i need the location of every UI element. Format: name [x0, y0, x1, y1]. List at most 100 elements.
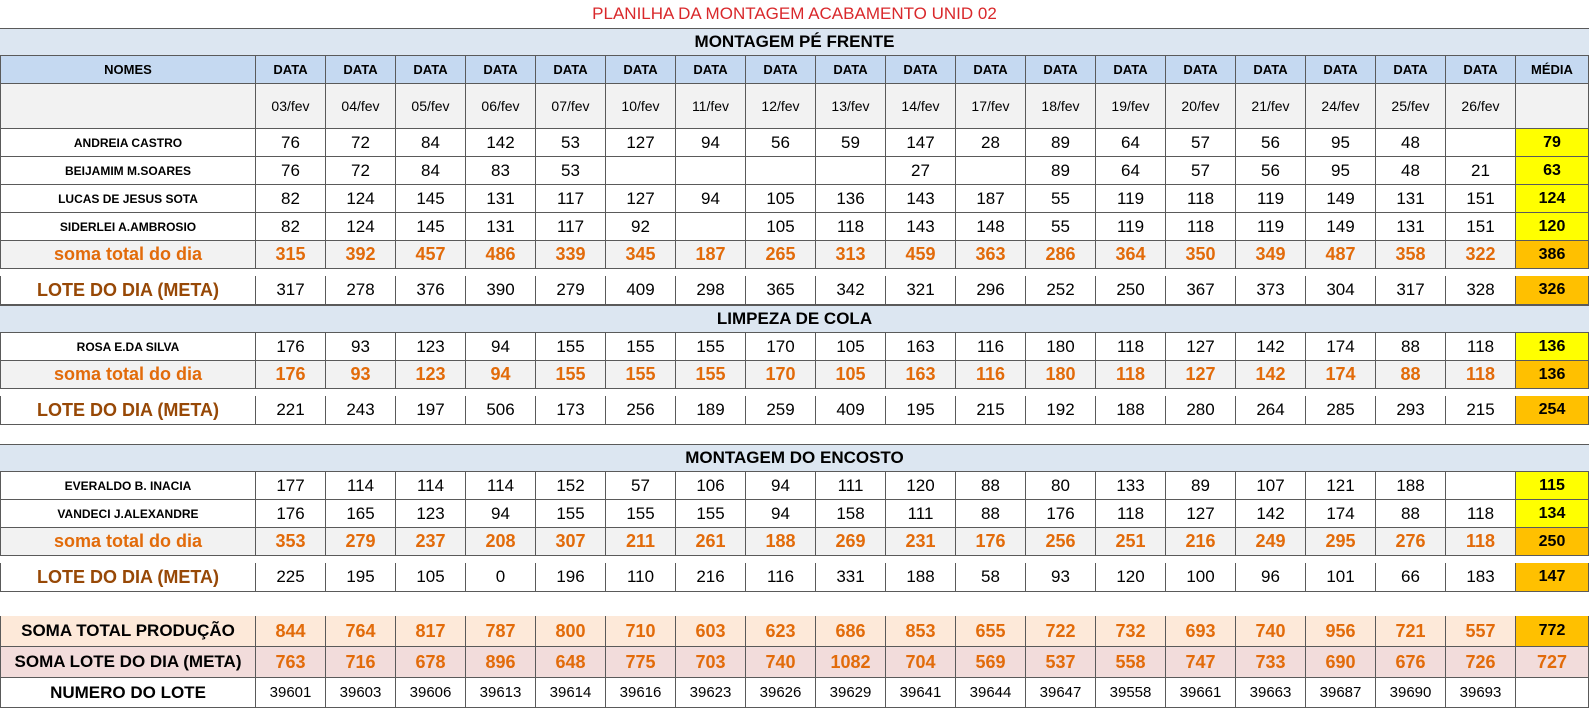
value-cell[interactable]: 127	[606, 185, 676, 213]
value-cell[interactable]: 56	[1236, 157, 1306, 185]
value-cell[interactable]: 127	[1166, 333, 1236, 361]
value-cell[interactable]: 147	[886, 129, 956, 157]
value-cell[interactable]: 142	[466, 129, 536, 157]
value-cell[interactable]: 48	[1376, 157, 1446, 185]
value-cell[interactable]: 80	[1026, 472, 1096, 500]
value-cell[interactable]: 152	[536, 472, 606, 500]
value-cell[interactable]: 148	[956, 213, 1026, 241]
value-cell[interactable]: 119	[1096, 185, 1166, 213]
value-cell[interactable]: 72	[326, 157, 396, 185]
value-cell[interactable]: 55	[1026, 213, 1096, 241]
value-cell[interactable]: 506	[466, 396, 536, 425]
value-cell[interactable]: 89	[1026, 157, 1096, 185]
value-cell[interactable]: 188	[886, 563, 956, 592]
media-cell[interactable]: 254	[1516, 396, 1589, 425]
value-cell[interactable]: 176	[956, 528, 1026, 556]
value-cell[interactable]: 250	[1096, 276, 1166, 305]
value-cell[interactable]: 763	[256, 647, 326, 678]
value-cell[interactable]: 39623	[676, 678, 746, 708]
value-cell[interactable]: 39690	[1376, 678, 1446, 708]
value-cell[interactable]: 124	[326, 213, 396, 241]
value-cell[interactable]: 39616	[606, 678, 676, 708]
value-cell[interactable]: 118	[1096, 500, 1166, 528]
value-cell[interactable]: 48	[1376, 129, 1446, 157]
value-cell[interactable]: 280	[1166, 396, 1236, 425]
media-cell[interactable]: 326	[1516, 276, 1589, 305]
value-cell[interactable]: 88	[1376, 361, 1446, 389]
value-cell[interactable]: 118	[1446, 333, 1516, 361]
value-cell[interactable]: 56	[1236, 129, 1306, 157]
value-cell[interactable]: 119	[1096, 213, 1166, 241]
value-cell[interactable]: 208	[466, 528, 536, 556]
value-cell[interactable]: 72	[326, 129, 396, 157]
value-cell[interactable]: 27	[886, 157, 956, 185]
value-cell[interactable]: 118	[1096, 361, 1166, 389]
value-cell[interactable]: 155	[536, 333, 606, 361]
value-cell[interactable]: 486	[466, 241, 536, 269]
value-cell[interactable]: 269	[816, 528, 886, 556]
value-cell[interactable]: 149	[1306, 213, 1376, 241]
media-cell[interactable]: 147	[1516, 563, 1589, 592]
value-cell[interactable]: 88	[956, 472, 1026, 500]
value-cell[interactable]: 216	[676, 563, 746, 592]
value-cell[interactable]: 221	[256, 396, 326, 425]
value-cell[interactable]: 557	[1446, 616, 1516, 647]
value-cell[interactable]: 57	[606, 472, 676, 500]
value-cell[interactable]: 215	[956, 396, 1026, 425]
value-cell[interactable]: 94	[746, 472, 816, 500]
value-cell[interactable]: 76	[256, 157, 326, 185]
value-cell[interactable]: 155	[606, 333, 676, 361]
value-cell[interactable]: 256	[1026, 528, 1096, 556]
value-cell[interactable]: 94	[676, 185, 746, 213]
value-cell[interactable]: 121	[1306, 472, 1376, 500]
value-cell[interactable]: 119	[1236, 185, 1306, 213]
value-cell[interactable]: 39558	[1096, 678, 1166, 708]
value-cell[interactable]: 105	[816, 333, 886, 361]
value-cell[interactable]: 96	[1236, 563, 1306, 592]
value-cell[interactable]: 342	[816, 276, 886, 305]
value-cell[interactable]: 101	[1306, 563, 1376, 592]
value-cell[interactable]: 174	[1306, 333, 1376, 361]
media-cell[interactable]	[1516, 678, 1589, 708]
value-cell[interactable]: 655	[956, 616, 1026, 647]
value-cell[interactable]: 251	[1096, 528, 1166, 556]
value-cell[interactable]: 39693	[1446, 678, 1516, 708]
value-cell[interactable]: 409	[816, 396, 886, 425]
value-cell[interactable]: 703	[676, 647, 746, 678]
value-cell[interactable]: 119	[1236, 213, 1306, 241]
value-cell[interactable]: 261	[676, 528, 746, 556]
value-cell[interactable]: 116	[956, 361, 1026, 389]
value-cell[interactable]: 155	[536, 500, 606, 528]
value-cell[interactable]: 142	[1236, 500, 1306, 528]
value-cell[interactable]: 133	[1096, 472, 1166, 500]
value-cell[interactable]: 487	[1306, 241, 1376, 269]
value-cell[interactable]: 123	[396, 500, 466, 528]
value-cell[interactable]: 163	[886, 361, 956, 389]
value-cell[interactable]: 409	[606, 276, 676, 305]
value-cell[interactable]: 315	[256, 241, 326, 269]
value-cell[interactable]: 896	[466, 647, 536, 678]
value-cell[interactable]: 39613	[466, 678, 536, 708]
value-cell[interactable]: 94	[466, 361, 536, 389]
media-cell[interactable]: 136	[1516, 361, 1589, 389]
value-cell[interactable]: 721	[1376, 616, 1446, 647]
value-cell[interactable]: 39614	[536, 678, 606, 708]
value-cell[interactable]: 259	[746, 396, 816, 425]
value-cell[interactable]: 118	[1096, 333, 1166, 361]
value-cell[interactable]: 53	[536, 129, 606, 157]
value-cell[interactable]: 189	[676, 396, 746, 425]
value-cell[interactable]: 64	[1096, 129, 1166, 157]
value-cell[interactable]: 118	[1446, 500, 1516, 528]
value-cell[interactable]: 94	[466, 500, 536, 528]
value-cell[interactable]: 304	[1306, 276, 1376, 305]
value-cell[interactable]: 84	[396, 129, 466, 157]
value-cell[interactable]	[676, 213, 746, 241]
value-cell[interactable]: 686	[816, 616, 886, 647]
value-cell[interactable]: 59	[816, 129, 886, 157]
value-cell[interactable]: 390	[466, 276, 536, 305]
media-cell[interactable]: 115	[1516, 472, 1589, 500]
value-cell[interactable]: 197	[396, 396, 466, 425]
value-cell[interactable]: 1082	[816, 647, 886, 678]
value-cell[interactable]: 188	[1096, 396, 1166, 425]
value-cell[interactable]: 733	[1236, 647, 1306, 678]
